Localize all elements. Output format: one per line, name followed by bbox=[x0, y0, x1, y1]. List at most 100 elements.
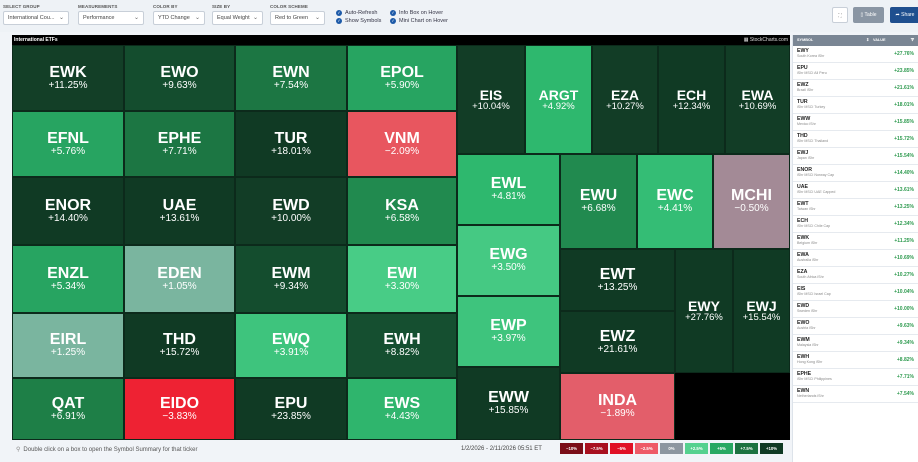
table-row[interactable]: EWT Taiwan iShr +13.25% bbox=[793, 199, 918, 216]
treemap-cell-ewp[interactable]: EWP +3.97% bbox=[457, 296, 560, 367]
cell-symbol: EWN bbox=[272, 63, 310, 81]
table-row[interactable]: UAE iShr MSCI UAE Capped +13.61% bbox=[793, 182, 918, 199]
cell-symbol: EWD bbox=[272, 196, 310, 214]
treemap-cell-eido[interactable]: EIDO −3.83% bbox=[124, 378, 235, 440]
table-row[interactable]: EPU iShr MSCI All Peru +23.85% bbox=[793, 63, 918, 80]
treemap-cell-eirl[interactable]: EIRL +1.25% bbox=[12, 313, 124, 378]
table-row[interactable]: THD iShr MSCI Thailand +15.72% bbox=[793, 131, 918, 148]
table-row[interactable]: EWD Sweden iShr +10.00% bbox=[793, 301, 918, 318]
treemap-cell-epu[interactable]: EPU +23.85% bbox=[235, 378, 347, 440]
cell-change: +7.71% bbox=[162, 145, 197, 157]
treemap-cell-ewj[interactable]: EWJ +15.54% bbox=[733, 249, 790, 373]
row-symbol: EWJ bbox=[797, 150, 809, 156]
treemap-cell-ewd[interactable]: EWD +10.00% bbox=[235, 177, 347, 245]
table-icon: ▯ bbox=[860, 12, 865, 18]
treemap-cell-ewo[interactable]: EWO +9.63% bbox=[124, 45, 235, 111]
check-icon: ✓ bbox=[390, 18, 396, 24]
treemap-cell-ewc[interactable]: EWC +4.41% bbox=[637, 154, 713, 249]
color-scheme-dropdown[interactable]: Red to Green ⌄ bbox=[270, 11, 325, 25]
treemap-cell-ewl[interactable]: EWL +4.81% bbox=[457, 154, 560, 225]
cell-change: +5.90% bbox=[384, 79, 420, 91]
col-value-header[interactable]: VALUE bbox=[873, 38, 886, 42]
col-symbol-header[interactable]: SYMBOL bbox=[797, 38, 814, 42]
row-value: +10.00% bbox=[894, 306, 914, 312]
cell-change: +18.01% bbox=[271, 145, 311, 157]
treemap-cell-ewz[interactable]: EWZ +21.61% bbox=[560, 311, 675, 373]
cell-symbol: EWJ bbox=[746, 298, 777, 315]
select-group-dropdown[interactable]: International Cou... ⌄ bbox=[3, 11, 69, 25]
share-button[interactable]: ➦ Share bbox=[890, 7, 918, 23]
treemap-cell-eza[interactable]: EZA +10.27% bbox=[592, 45, 658, 154]
treemap-cell-qat[interactable]: QAT +6.91% bbox=[12, 378, 124, 440]
table-row[interactable]: EWM Malaysia iShr +9.34% bbox=[793, 335, 918, 352]
treemap-cell-ksa[interactable]: KSA +6.58% bbox=[347, 177, 457, 245]
treemap-cell-ewu[interactable]: EWU +6.68% bbox=[560, 154, 637, 249]
treemap-cell-efnl[interactable]: EFNL +5.76% bbox=[12, 111, 124, 177]
treemap-cell-eden[interactable]: EDEN +1.05% bbox=[124, 245, 235, 313]
treemap-cell-ewa[interactable]: EWA +10.69% bbox=[725, 45, 790, 154]
treemap-cell-ewn[interactable]: EWN +7.54% bbox=[235, 45, 347, 111]
table-row[interactable]: EZA South Africa iShr +10.27% bbox=[793, 267, 918, 284]
treemap-cell-mchi[interactable]: MCHI −0.50% bbox=[713, 154, 790, 249]
treemap-cell-inda[interactable]: INDA −1.89% bbox=[560, 373, 675, 440]
treemap-cell-ewm[interactable]: EWM +9.34% bbox=[235, 245, 347, 313]
treemap-cell-ewq[interactable]: EWQ +3.91% bbox=[235, 313, 347, 378]
row-value: +7.71% bbox=[896, 374, 914, 380]
table-row[interactable]: TUR iShr MSCI Turkey +18.01% bbox=[793, 97, 918, 114]
treemap-cell-eww[interactable]: EWW +15.85% bbox=[457, 367, 560, 440]
size-by-dropdown[interactable]: Equal Weight ⌄ bbox=[212, 11, 263, 25]
row-symbol: ECH bbox=[797, 218, 808, 224]
table-row[interactable]: EWW Mexico iShr +15.85% bbox=[793, 114, 918, 131]
treemap-cell-argt[interactable]: ARGT +4.92% bbox=[525, 45, 592, 154]
table-row[interactable]: EIS iShr MSCI Israel Cap +10.04% bbox=[793, 284, 918, 301]
treemap-cell-ewg[interactable]: EWG +3.50% bbox=[457, 225, 560, 296]
measurements-dropdown[interactable]: Performance ⌄ bbox=[78, 11, 144, 25]
row-symbol: THD bbox=[797, 133, 808, 139]
fullscreen-button[interactable]: ⛶ bbox=[832, 7, 848, 23]
color-by-dropdown[interactable]: YTD Change ⌄ bbox=[153, 11, 205, 25]
table-row[interactable]: EWJ Japan iShr +15.54% bbox=[793, 148, 918, 165]
table-row[interactable]: EWH Hong Kong iShr +8.82% bbox=[793, 352, 918, 369]
auto-refresh-checkbox[interactable]: ✓ Auto-Refresh bbox=[336, 9, 381, 17]
treemap-cell-ewy[interactable]: EWY +27.76% bbox=[675, 249, 733, 373]
treemap-cell-ews[interactable]: EWS +4.43% bbox=[347, 378, 457, 440]
cell-symbol: VNM bbox=[384, 129, 420, 147]
row-name: Malaysia iShr bbox=[797, 343, 819, 347]
table-row[interactable]: EWY South Korea iShr +27.76% bbox=[793, 46, 918, 63]
treemap-cell-ech[interactable]: ECH +12.34% bbox=[658, 45, 725, 154]
treemap-cell-thd[interactable]: THD +15.72% bbox=[124, 313, 235, 378]
table-row[interactable]: EWK Belgium iShr +11.25% bbox=[793, 233, 918, 250]
cell-change: +6.91% bbox=[50, 410, 86, 422]
treemap-cell-eis[interactable]: EIS +10.04% bbox=[457, 45, 525, 154]
info-box-on-hover-checkbox[interactable]: ✓ Info Box on Hover bbox=[390, 9, 448, 17]
treemap-cell-ephe[interactable]: EPHE +7.71% bbox=[124, 111, 235, 177]
sort-icon[interactable]: ⇕ bbox=[866, 38, 870, 42]
table-row[interactable]: EWO Austria iShr +9.63% bbox=[793, 318, 918, 335]
table-row[interactable]: EWA Australia iShr +10.69% bbox=[793, 250, 918, 267]
cell-symbol: EWG bbox=[489, 246, 528, 264]
table-button[interactable]: ▯ Table bbox=[853, 7, 884, 23]
treemap-cell-enzl[interactable]: ENZL +5.34% bbox=[12, 245, 124, 313]
row-name: iShr MSCI Turkey bbox=[797, 105, 826, 109]
treemap-cell-vnm[interactable]: VNM −2.09% bbox=[347, 111, 457, 177]
show-symbols-checkbox[interactable]: ✓ Show Symbols bbox=[336, 17, 381, 25]
table-row[interactable]: ENOR iShr MSCI Norway Cap +14.40% bbox=[793, 165, 918, 182]
mini-chart-on-hover-checkbox[interactable]: ✓ Mini Chart on Hover bbox=[390, 17, 448, 25]
legend-swatch: −2.5% bbox=[635, 443, 658, 454]
treemap-cell-uae[interactable]: UAE +13.61% bbox=[124, 177, 235, 245]
auto-refresh-label: Auto-Refresh bbox=[345, 10, 378, 16]
treemap-cell-ewi[interactable]: EWI +3.30% bbox=[347, 245, 457, 313]
treemap-cell-epol[interactable]: EPOL +5.90% bbox=[347, 45, 457, 111]
cell-symbol: EIDO bbox=[159, 394, 200, 412]
filter-icon[interactable]: ⧩ bbox=[910, 38, 914, 42]
treemap-cell-ewh[interactable]: EWH +8.82% bbox=[347, 313, 457, 378]
cell-symbol: EPOL bbox=[380, 63, 424, 81]
table-row[interactable]: EPHE iShr MSCI Philippines +7.71% bbox=[793, 369, 918, 386]
treemap-cell-enor[interactable]: ENOR +14.40% bbox=[12, 177, 124, 245]
table-row[interactable]: EWZ Brazil iShr +21.61% bbox=[793, 80, 918, 97]
table-row[interactable]: ECH iShr MSCI Chile Cap +12.34% bbox=[793, 216, 918, 233]
treemap-cell-ewk[interactable]: EWK +11.25% bbox=[12, 45, 124, 111]
treemap-cell-ewt[interactable]: EWT +13.25% bbox=[560, 249, 675, 311]
treemap-cell-tur[interactable]: TUR +18.01% bbox=[235, 111, 347, 177]
table-row[interactable]: EWN Netherlands iShr +7.54% bbox=[793, 386, 918, 403]
